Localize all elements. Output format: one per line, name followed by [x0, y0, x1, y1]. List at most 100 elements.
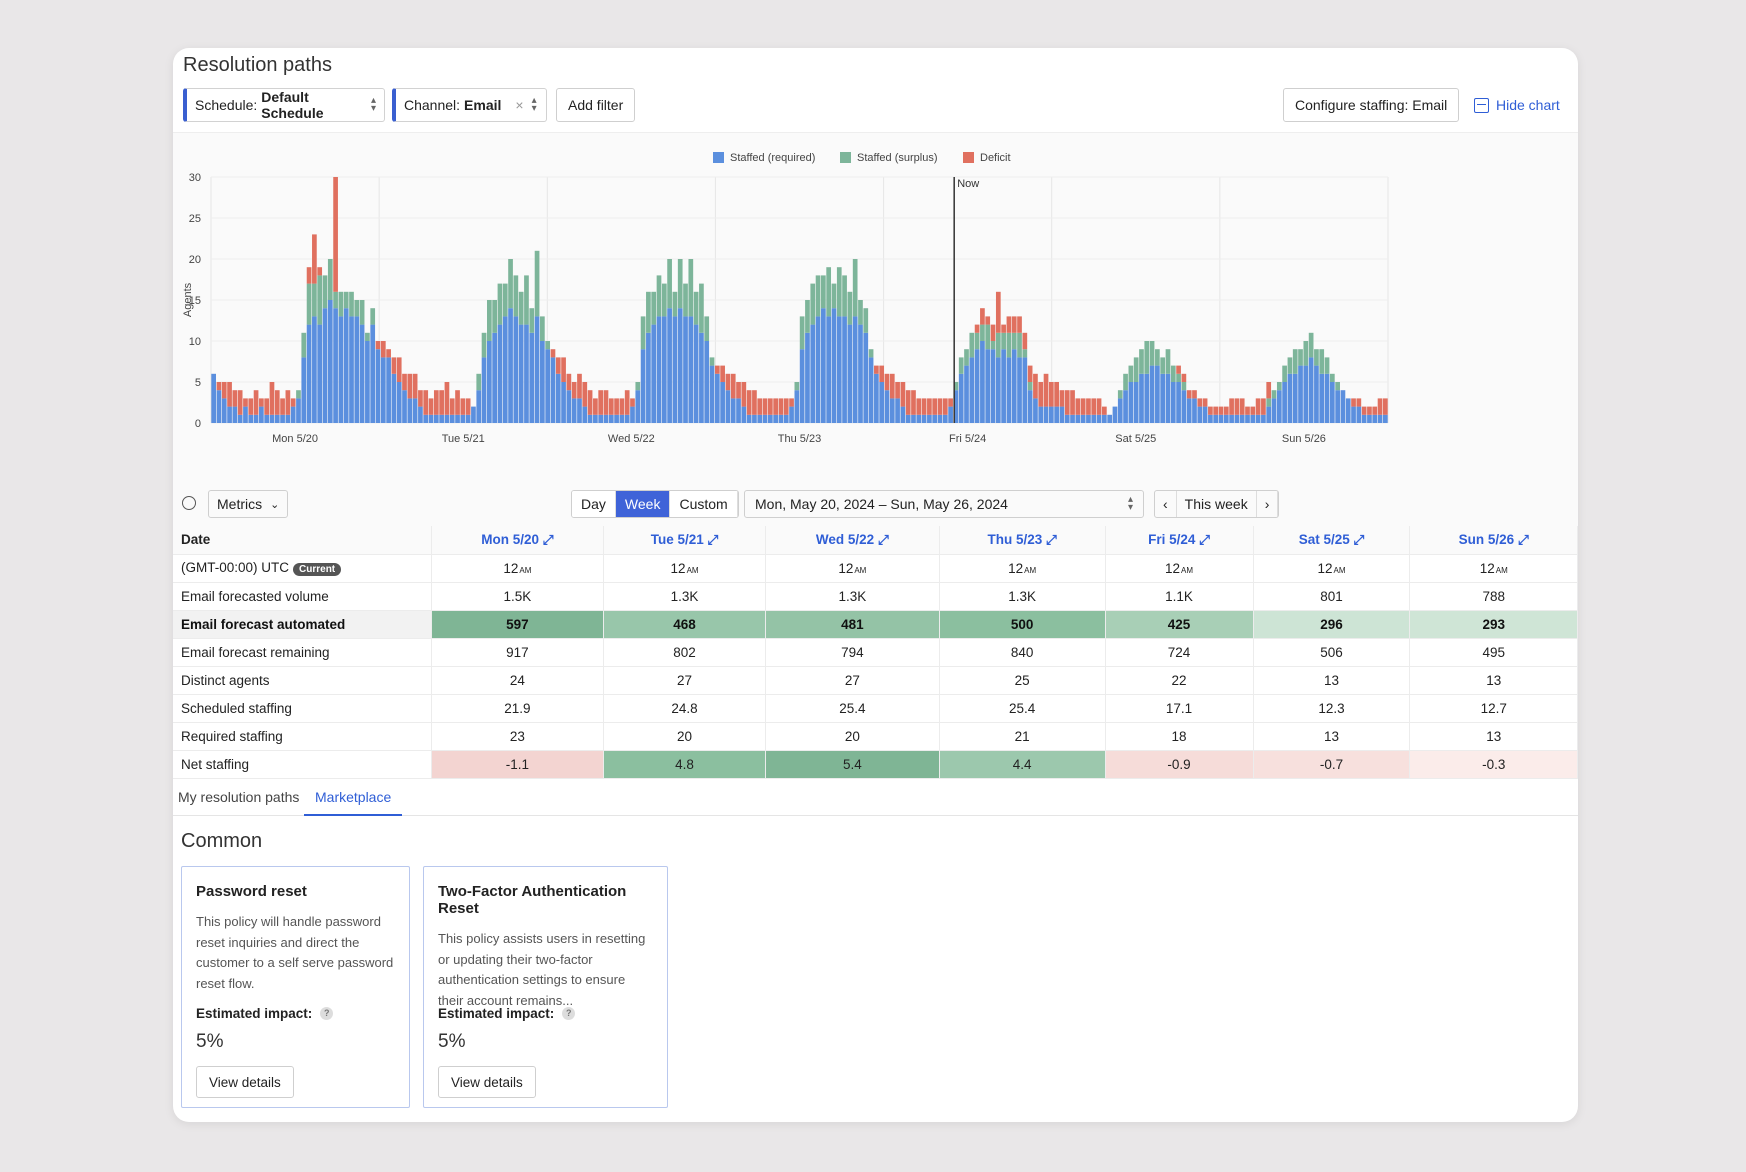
- bar-surplus: [370, 308, 376, 325]
- bar-surplus: [1314, 349, 1319, 366]
- bar-deficit: [423, 390, 429, 415]
- bar-deficit: [1070, 390, 1075, 415]
- bar-required: [1287, 373, 1293, 423]
- bar-deficit: [980, 308, 985, 325]
- configure-staffing-button[interactable]: Configure staffing: Email: [1283, 88, 1460, 122]
- previous-week-icon[interactable]: ‹: [1155, 491, 1177, 517]
- bar-required: [783, 414, 789, 423]
- table-cell: 21: [939, 722, 1106, 751]
- bar-required: [1048, 406, 1054, 423]
- bar-required: [927, 414, 932, 423]
- bar-required: [1314, 365, 1319, 423]
- updown-chevron-icon: ▴ ▾: [370, 95, 376, 114]
- view-week-button[interactable]: Week: [615, 491, 671, 517]
- hide-chart-button[interactable]: Hide chart: [1474, 88, 1560, 122]
- bar-surplus: [365, 332, 370, 341]
- help-icon[interactable]: ?: [562, 1007, 576, 1020]
- date-header: Date: [173, 526, 432, 555]
- bar-surplus: [486, 300, 492, 341]
- bar-deficit: [380, 341, 386, 358]
- bar-required: [380, 357, 386, 423]
- bar-required: [1096, 414, 1102, 423]
- view-custom-button[interactable]: Custom: [670, 491, 738, 517]
- clock-icon[interactable]: [182, 496, 196, 510]
- next-week-icon[interactable]: ›: [1257, 491, 1279, 517]
- now-label: Now: [957, 178, 979, 190]
- view-details-button[interactable]: View details: [438, 1066, 536, 1098]
- bar-required: [868, 357, 874, 423]
- bar-deficit: [879, 365, 885, 382]
- bar-deficit: [614, 398, 619, 415]
- bar-required: [730, 398, 736, 423]
- bar-surplus: [985, 324, 991, 350]
- bar-required: [577, 398, 582, 423]
- bar-deficit: [1027, 365, 1033, 382]
- day-header[interactable]: Sat 5/25 ⤢: [1253, 526, 1411, 555]
- tab-marketplace[interactable]: Marketplace: [304, 789, 403, 816]
- bar-required: [322, 308, 328, 423]
- bar-deficit: [948, 398, 953, 407]
- bar-surplus: [799, 316, 805, 350]
- bar-required: [280, 414, 285, 423]
- bar-required: [736, 398, 741, 423]
- bar-deficit: [577, 373, 582, 399]
- bar-deficit: [1361, 406, 1367, 415]
- bar-required: [1303, 365, 1309, 423]
- day-header[interactable]: Tue 5/21 ⤢: [603, 526, 766, 555]
- metrics-dropdown[interactable]: Metrics ⌄: [208, 490, 289, 518]
- date-range-picker[interactable]: Mon, May 20, 2024 – Sun, May 26, 2024 ▴ ▾: [744, 490, 1144, 518]
- bar-required: [942, 414, 948, 423]
- bar-deficit: [243, 398, 248, 407]
- bar-deficit: [1102, 406, 1107, 415]
- bar-deficit: [1033, 373, 1038, 399]
- table-cell: 24: [431, 666, 605, 695]
- tab-my-resolution-paths[interactable]: My resolution paths: [178, 789, 300, 805]
- bar-required: [508, 308, 513, 423]
- day-header[interactable]: Wed 5/22 ⤢: [765, 526, 940, 555]
- bar-deficit: [927, 398, 932, 415]
- bar-deficit: [789, 398, 794, 407]
- table-cell: -1.1: [431, 750, 605, 779]
- bar-deficit: [465, 398, 471, 415]
- y-tick-label: 15: [189, 295, 201, 307]
- table-cell: 22: [1105, 666, 1254, 695]
- bar-deficit: [624, 390, 630, 415]
- day-header[interactable]: Sun 5/26 ⤢: [1409, 526, 1578, 555]
- bar-required: [593, 414, 598, 423]
- bar-deficit: [1356, 398, 1362, 407]
- help-icon[interactable]: ?: [320, 1007, 334, 1020]
- clear-filter-icon[interactable]: ×: [515, 97, 524, 113]
- bar-required: [969, 357, 975, 423]
- bar-surplus: [1160, 357, 1166, 374]
- bar-required: [529, 332, 535, 423]
- channel-filter[interactable]: Channel: Email × ▴ ▾: [392, 88, 547, 122]
- bar-deficit: [714, 365, 720, 374]
- bar-deficit: [974, 324, 980, 333]
- day-header[interactable]: Fri 5/24 ⤢: [1105, 526, 1254, 555]
- add-filter-button[interactable]: Add filter: [556, 88, 636, 122]
- bar-required: [370, 324, 376, 423]
- bar-surplus: [1017, 332, 1022, 358]
- this-week-button[interactable]: This week: [1177, 491, 1257, 517]
- day-header[interactable]: Thu 5/23 ⤢: [939, 526, 1106, 555]
- bar-required: [561, 382, 566, 423]
- bar-required: [1255, 414, 1261, 423]
- expand-icon: ⤢: [542, 531, 554, 547]
- bar-required: [1356, 406, 1362, 423]
- day-header[interactable]: Mon 5/20 ⤢: [431, 526, 605, 555]
- view-day-button[interactable]: Day: [572, 491, 616, 517]
- bar-surplus: [953, 382, 959, 391]
- bar-surplus: [1170, 365, 1176, 382]
- bar-required: [1234, 414, 1240, 423]
- bar-deficit: [555, 357, 561, 374]
- bar-required: [587, 414, 593, 423]
- bar-surplus: [1128, 365, 1134, 382]
- bar-deficit: [990, 324, 996, 341]
- table-cell: 840: [939, 638, 1106, 667]
- bar-deficit: [1075, 398, 1081, 415]
- bar-required: [714, 373, 720, 423]
- schedule-filter[interactable]: Schedule: Default Schedule ▴ ▾: [183, 88, 385, 122]
- week-navigator: ‹ This week ›: [1154, 490, 1280, 518]
- table-row: Net staffing -1.1 4.8 5.4 4.4 -0.9 -0.7 -0.3: [173, 750, 1578, 779]
- view-details-button[interactable]: View details: [196, 1066, 294, 1098]
